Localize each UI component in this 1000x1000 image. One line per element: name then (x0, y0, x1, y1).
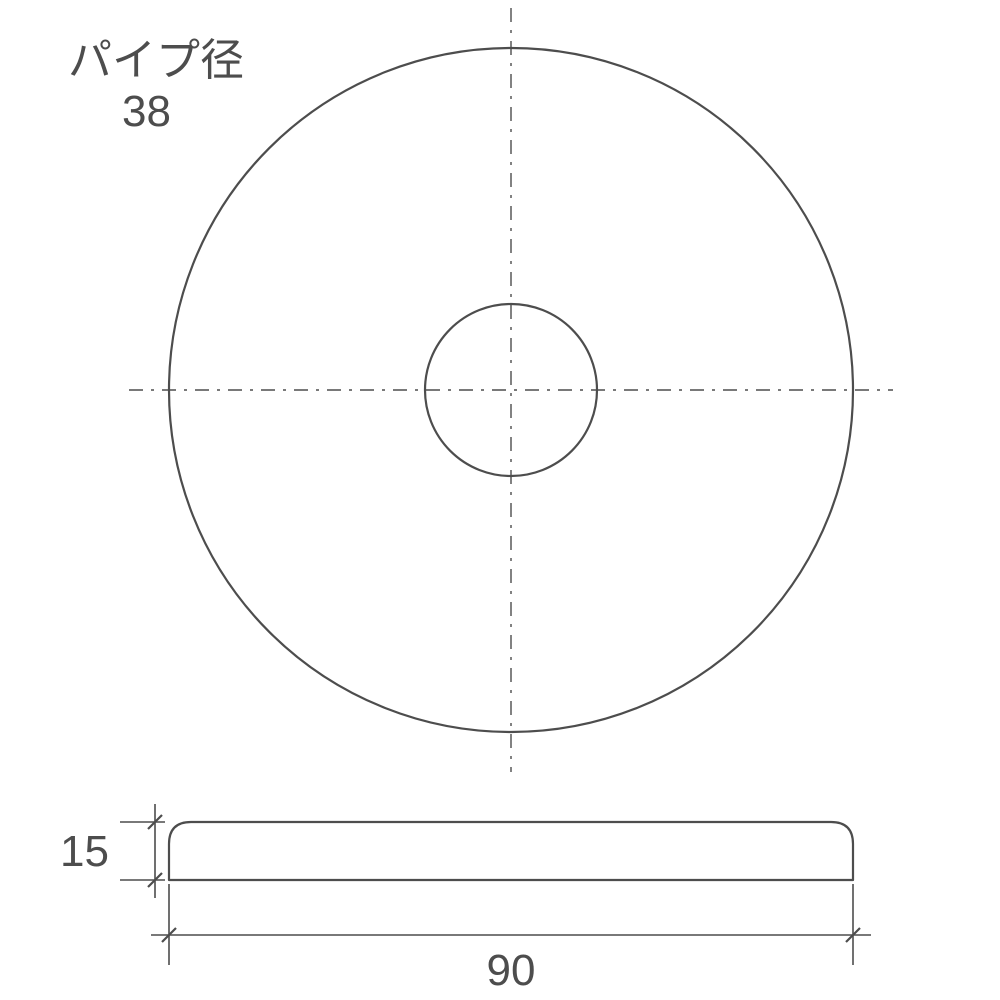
dim-height-value: 15 (60, 827, 109, 876)
technical-drawing: パイプ径38 15 90 (0, 0, 1000, 1000)
dim-width-value: 90 (487, 946, 536, 995)
pipe-diameter-label: パイプ径 (68, 36, 244, 85)
side-profile (169, 822, 853, 880)
pipe-diameter-value: 38 (122, 87, 171, 136)
